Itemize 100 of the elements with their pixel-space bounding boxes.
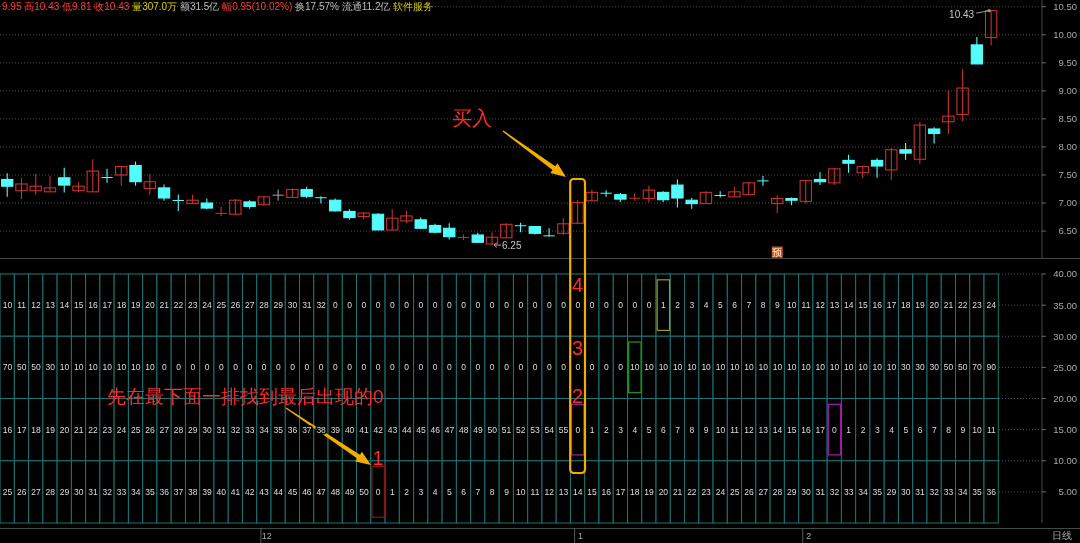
data-label: 10	[872, 362, 883, 373]
data-label: 17	[886, 300, 897, 311]
data-label: 29	[59, 486, 70, 497]
annotation: 买入	[452, 107, 492, 129]
candlestick	[956, 68, 969, 122]
data-label: 43	[387, 424, 398, 435]
data-label: 0	[361, 300, 367, 311]
candlestick	[600, 189, 612, 198]
data-label: 33	[245, 424, 255, 435]
data-label: 0	[418, 362, 424, 373]
data-label: 10	[73, 362, 84, 373]
data-label: 42	[373, 424, 384, 435]
data-label: 10	[672, 362, 683, 373]
data-label: 3	[874, 424, 880, 435]
data-label: 0	[432, 300, 438, 311]
data-label: 35	[145, 486, 155, 497]
data-label: 19	[644, 486, 655, 497]
data-label: 32	[829, 486, 840, 497]
data-label: 0	[390, 362, 396, 373]
data-label: 33	[116, 486, 127, 497]
data-label: 35	[872, 486, 883, 497]
data-label: 2	[675, 300, 681, 311]
data-label: 23	[188, 300, 198, 311]
data-label: 20	[59, 424, 70, 435]
data-label: 7	[931, 424, 937, 435]
data-label: 5	[447, 486, 453, 497]
data-label: 30	[915, 362, 926, 373]
data-label: 16	[872, 300, 883, 311]
data-label: 0	[618, 362, 624, 373]
data-label: 10	[786, 300, 797, 311]
data-label: 25	[2, 486, 13, 497]
candlestick	[799, 180, 812, 205]
data-label: 24	[986, 300, 997, 311]
data-label: 13	[558, 486, 569, 497]
y-tick-label: 10.50	[1053, 1, 1077, 13]
data-label: 6	[660, 424, 666, 435]
data-label: 0	[347, 362, 353, 373]
candlestick	[942, 89, 955, 135]
data-label: 18	[901, 300, 911, 311]
data-label: 29	[786, 486, 797, 497]
data-label: 11	[530, 486, 540, 497]
data-label: 10	[886, 362, 897, 373]
data-label: 27	[31, 486, 41, 497]
data-label: 24	[715, 486, 726, 497]
data-label: 55	[558, 424, 569, 435]
data-label: 18	[31, 424, 41, 435]
candlestick	[671, 178, 684, 209]
x-tick-label: 2	[806, 531, 812, 541]
data-label: 14	[59, 300, 70, 311]
data-label: 30	[929, 362, 940, 373]
candlestick	[143, 173, 156, 196]
data-label: 0	[218, 362, 224, 373]
y-tick-label: 7.00	[1058, 197, 1077, 209]
y-tick-label: 6.50	[1058, 225, 1077, 237]
data-label: 0	[532, 300, 538, 311]
data-label: 41	[230, 486, 241, 497]
data-label: 10	[145, 362, 155, 373]
data-label: 0	[546, 300, 552, 311]
data-label: 45	[287, 486, 298, 497]
data-label: 15	[786, 424, 797, 435]
candlestick	[585, 189, 599, 202]
data-label: 16	[88, 300, 98, 311]
data-label: 27	[758, 486, 769, 497]
data-label: 0	[333, 362, 339, 373]
data-label: 10	[715, 424, 726, 435]
data-label: 30	[45, 362, 56, 373]
data-label: 38	[188, 486, 198, 497]
data-label: 47	[444, 424, 455, 435]
data-label: 36	[287, 424, 298, 435]
data-label: 37	[173, 486, 184, 497]
data-label: 30	[901, 486, 911, 497]
y-tick-label: 5.00	[1058, 486, 1077, 498]
data-label: 9	[703, 424, 709, 435]
data-label: 0	[518, 300, 524, 311]
data-label: 0	[290, 362, 296, 373]
data-label: 9	[504, 486, 510, 497]
data-label: 4	[432, 486, 438, 497]
data-label: 0	[161, 362, 167, 373]
data-label: 0	[418, 300, 424, 311]
y-tick-label: 40.00	[1053, 268, 1077, 280]
data-label: 3	[689, 300, 695, 311]
data-label: 0	[304, 362, 310, 373]
data-label: 2	[603, 424, 609, 435]
data-label: 7	[475, 486, 481, 497]
data-label: 31	[216, 424, 227, 435]
data-label: 0	[261, 362, 267, 373]
data-label: 17	[16, 424, 27, 435]
y-tick-label: 15.00	[1053, 424, 1077, 436]
data-label: 20	[658, 486, 669, 497]
data-label: 9	[775, 300, 781, 311]
data-label: 14	[772, 424, 783, 435]
data-label: 46	[430, 424, 441, 435]
data-label: 10	[630, 362, 640, 373]
x-tick-label: 1	[578, 531, 584, 541]
data-label: 53	[530, 424, 541, 435]
candlestick	[699, 190, 713, 205]
data-label: 11	[986, 424, 997, 435]
data-label: 28	[772, 486, 783, 497]
data-label: 12	[815, 300, 826, 311]
candlestick	[101, 168, 113, 184]
